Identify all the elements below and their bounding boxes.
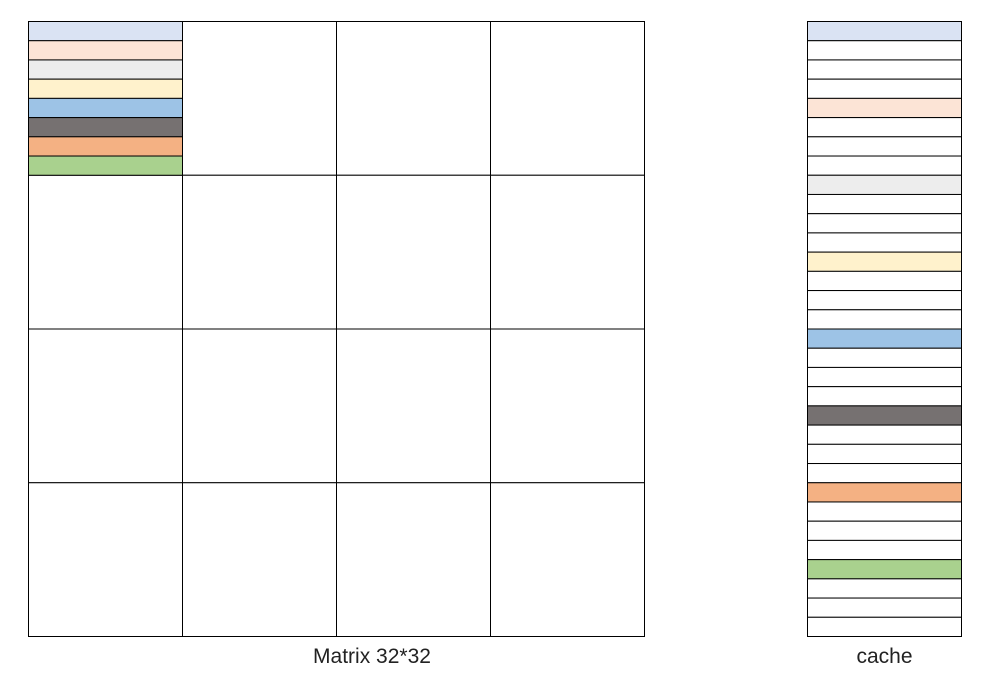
matrix-block <box>490 21 645 176</box>
cache-line <box>807 232 962 253</box>
matrix-block-row <box>28 136 183 157</box>
cache-line <box>807 193 962 215</box>
matrix-block <box>182 174 337 330</box>
cache-line <box>807 136 962 157</box>
matrix-block <box>182 482 337 637</box>
cache-line <box>807 97 962 119</box>
cache-line <box>807 290 962 311</box>
matrix-block <box>336 21 491 176</box>
matrix-block <box>336 482 491 637</box>
cache-line <box>807 366 962 388</box>
matrix-svg <box>28 21 645 637</box>
matrix-block-row <box>28 155 183 176</box>
cache-line <box>807 463 962 484</box>
matrix-block <box>28 482 183 637</box>
matrix-block <box>28 328 183 484</box>
cache-line <box>807 213 962 234</box>
cache-line <box>807 174 962 195</box>
cache-line <box>807 482 962 503</box>
cache-line <box>807 40 962 61</box>
matrix-block <box>336 174 491 330</box>
matrix-block <box>182 21 337 176</box>
matrix-block <box>490 482 645 637</box>
cache-column <box>807 21 962 637</box>
cache-line <box>807 270 962 292</box>
matrix-block <box>182 328 337 484</box>
matrix-block <box>490 328 645 484</box>
cache-line <box>807 309 962 330</box>
cache-line <box>807 78 962 99</box>
matrix-block <box>490 174 645 330</box>
matrix-block-row <box>28 21 183 42</box>
cache-line <box>807 405 962 426</box>
cache-line <box>807 520 962 541</box>
cache-line <box>807 443 962 465</box>
cache-line <box>807 386 962 407</box>
cache-line <box>807 424 962 445</box>
matrix-block <box>28 174 183 330</box>
cache-line <box>807 597 962 618</box>
matrix-block-row <box>28 97 183 119</box>
cache-line <box>807 578 962 599</box>
matrix-grid <box>28 21 645 637</box>
matrix-block-row <box>28 40 183 61</box>
cache-line <box>807 117 962 138</box>
cache-line <box>807 251 962 272</box>
cache-line <box>807 328 962 349</box>
cache-line <box>807 21 962 42</box>
cache-line <box>807 616 962 637</box>
cache-line <box>807 539 962 561</box>
matrix-block-row <box>28 78 183 99</box>
matrix-block <box>336 328 491 484</box>
cache-svg <box>807 21 962 637</box>
matrix-caption: Matrix 32*32 <box>313 645 431 668</box>
cache-line <box>807 501 962 522</box>
cache-line <box>807 155 962 176</box>
cache-line <box>807 559 962 580</box>
cache-caption: cache <box>856 645 913 668</box>
cache-line <box>807 347 962 368</box>
matrix-block-row <box>28 59 183 80</box>
matrix-block-row <box>28 117 183 138</box>
cache-line <box>807 59 962 80</box>
